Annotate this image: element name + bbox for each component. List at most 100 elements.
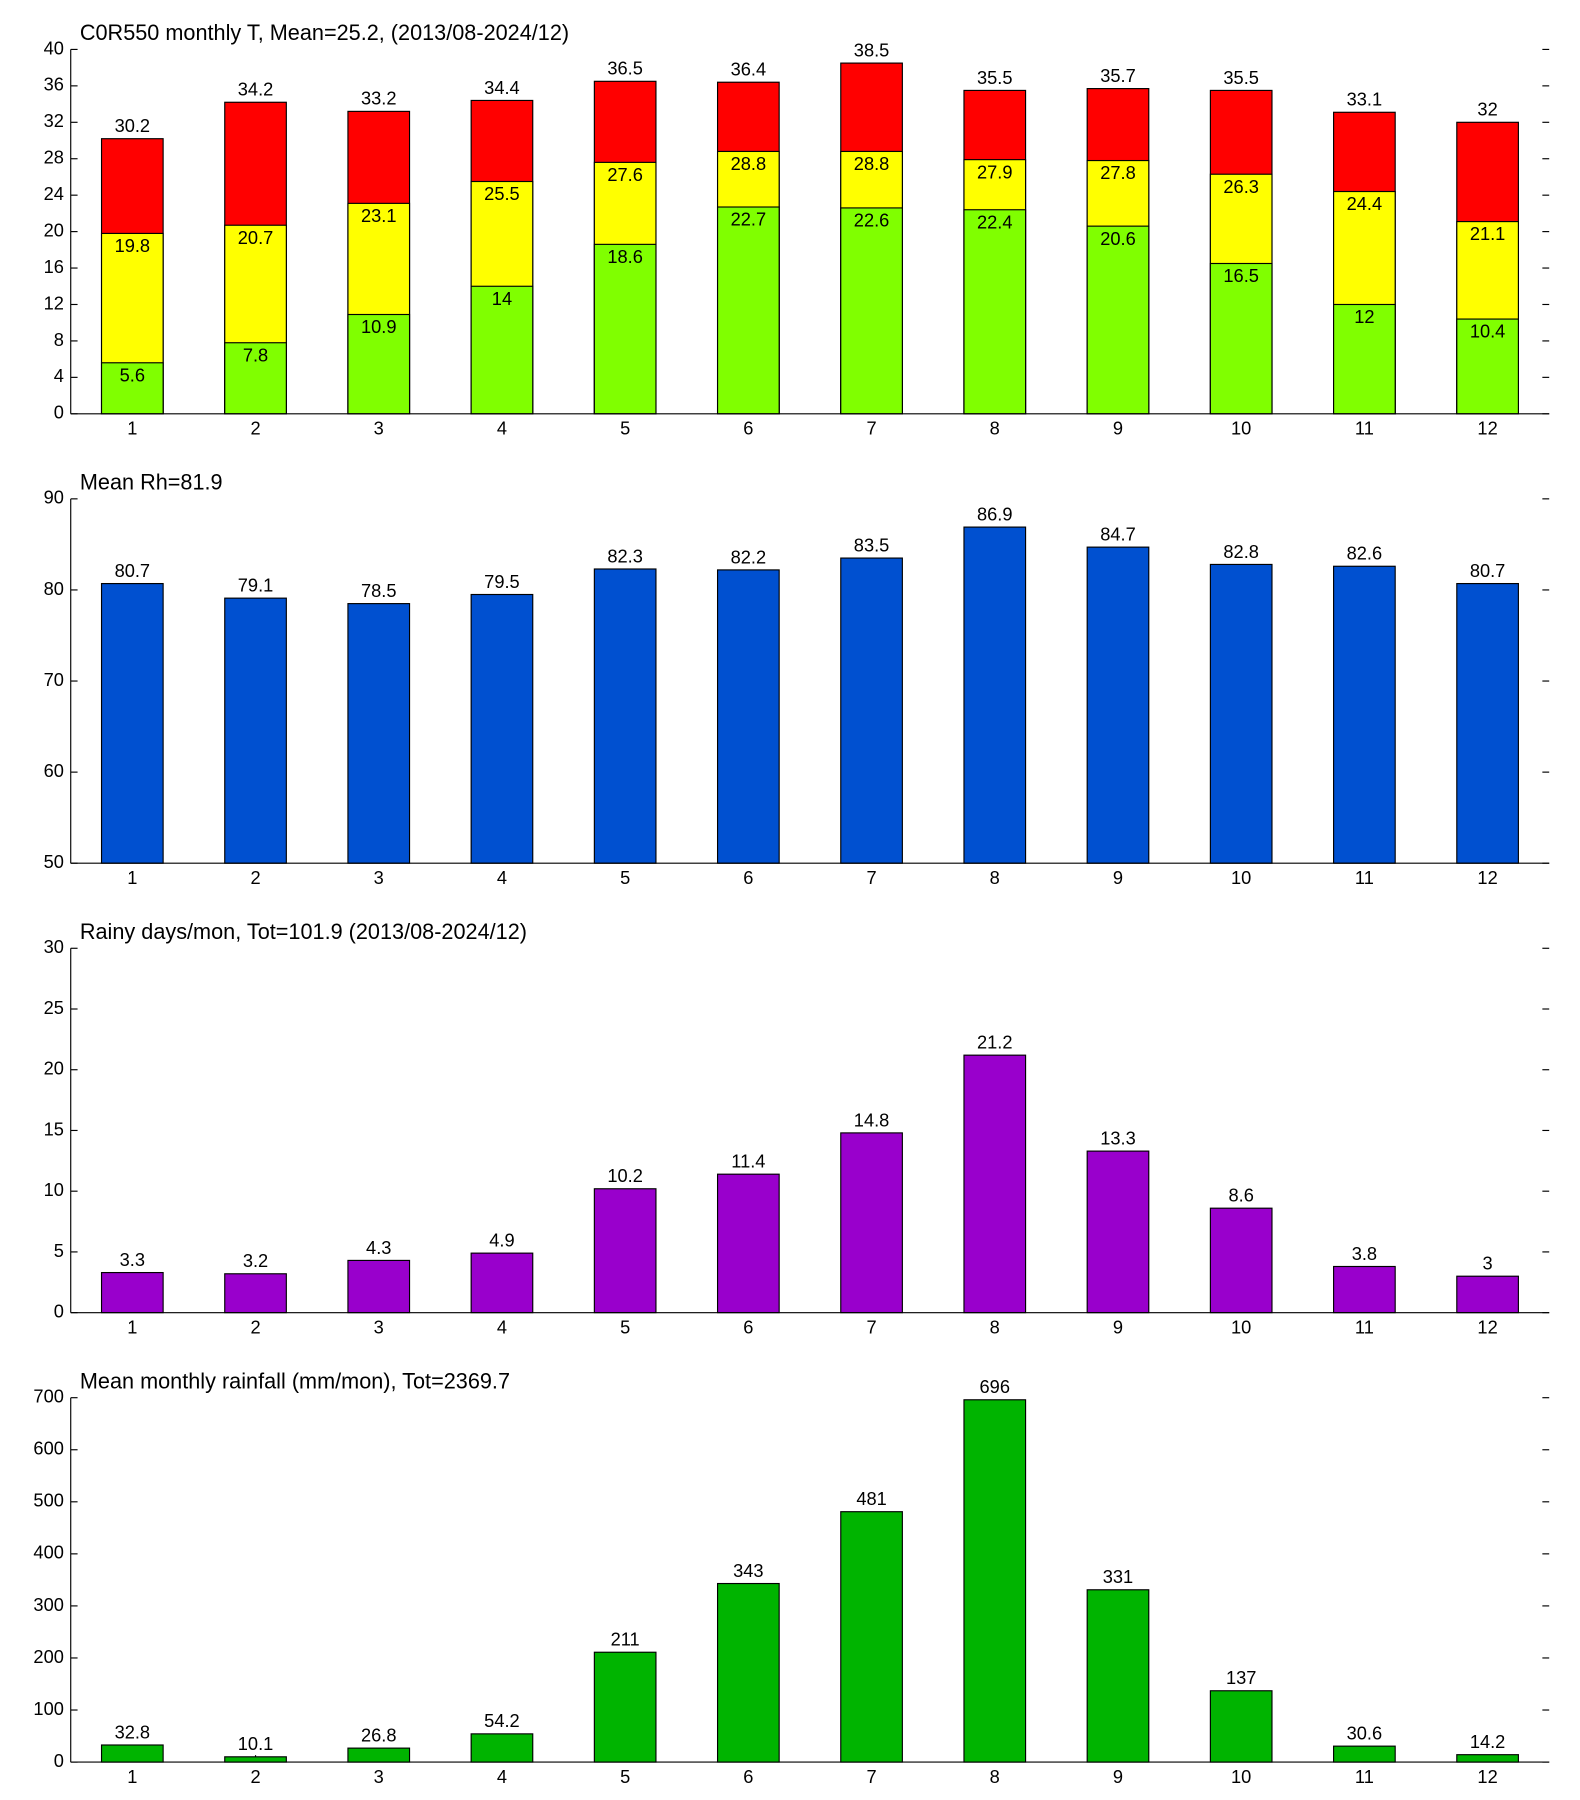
- bar: [1209, 563, 1273, 864]
- value-label: 33.1: [1347, 89, 1383, 110]
- y-tick-label: 300: [33, 1594, 63, 1615]
- value-label: 36.5: [607, 58, 643, 79]
- value-label: 27.8: [1100, 162, 1136, 183]
- bar: [593, 1651, 657, 1763]
- value-label: 5.6: [120, 364, 145, 385]
- bar: [347, 603, 411, 864]
- x-tick-label: 8: [990, 1317, 1000, 1338]
- y-tick-label: 600: [33, 1438, 63, 1459]
- chart-title: Rainy days/mon, Tot=101.9 (2013/08-2024/…: [80, 919, 527, 944]
- value-label: 32.8: [115, 1721, 151, 1742]
- x-tick-label: 4: [497, 1766, 507, 1787]
- bar: [840, 1511, 903, 1763]
- value-label: 3: [1483, 1253, 1493, 1274]
- y-tick-label: 700: [33, 1385, 63, 1406]
- bar: [840, 1132, 903, 1314]
- x-tick-label: 1: [127, 867, 137, 888]
- x-tick-label: 7: [866, 1317, 876, 1338]
- y-tick-label: 500: [33, 1490, 63, 1511]
- bar: [1333, 1265, 1396, 1314]
- value-label: 28.8: [731, 153, 767, 174]
- bar: [347, 1259, 411, 1314]
- x-tick-label: 9: [1113, 1766, 1123, 1787]
- y-tick-label: 28: [44, 147, 64, 168]
- x-tick-label: 4: [497, 867, 507, 888]
- value-label: 19.8: [115, 235, 151, 256]
- x-tick-label: 11: [1355, 867, 1374, 888]
- x-tick-label: 12: [1477, 418, 1497, 439]
- bar: [1086, 546, 1150, 864]
- value-label: 331: [1103, 1566, 1133, 1587]
- y-tick-label: 0: [54, 1300, 64, 1321]
- y-tick-label: 36: [44, 74, 64, 95]
- value-label: 16.5: [1223, 265, 1259, 286]
- x-tick-label: 10: [1231, 867, 1251, 888]
- x-tick-label: 6: [743, 1317, 753, 1338]
- x-tick-label: 5: [620, 867, 630, 888]
- value-label: 26.3: [1223, 176, 1259, 197]
- x-tick-label: 3: [374, 1317, 384, 1338]
- x-tick-label: 9: [1113, 1317, 1123, 1338]
- value-label: 79.5: [484, 571, 520, 592]
- x-tick-label: 11: [1355, 1766, 1374, 1787]
- y-tick-label: 70: [44, 669, 64, 690]
- y-tick-label: 24: [44, 183, 64, 204]
- x-tick-label: 10: [1231, 1317, 1251, 1338]
- y-tick-label: 400: [33, 1542, 63, 1563]
- bar: [1333, 1745, 1396, 1763]
- value-label: 3.8: [1352, 1243, 1377, 1264]
- value-label: 54.2: [484, 1710, 520, 1731]
- value-label: 20.7: [238, 227, 274, 248]
- y-tick-label: 8: [54, 329, 64, 350]
- value-label: 21.1: [1470, 223, 1506, 244]
- y-tick-label: 20: [44, 1058, 64, 1079]
- bar: [470, 593, 534, 864]
- value-label: 23.1: [361, 205, 397, 226]
- bar: [470, 1252, 534, 1314]
- bar: [716, 569, 780, 864]
- bar: [1086, 1150, 1150, 1314]
- bar: [224, 342, 287, 415]
- value-label: 26.8: [361, 1724, 397, 1745]
- bar: [1086, 225, 1150, 415]
- bar: [840, 207, 903, 415]
- value-label: 84.7: [1100, 523, 1136, 544]
- value-label: 18.6: [607, 246, 643, 267]
- bar: [347, 1747, 411, 1763]
- value-label: 22.6: [854, 210, 890, 231]
- bar: [224, 1756, 287, 1763]
- value-label: 28.8: [854, 153, 890, 174]
- y-tick-label: 200: [33, 1646, 63, 1667]
- bar: [1456, 1754, 1519, 1763]
- value-label: 24.4: [1347, 193, 1383, 214]
- y-tick-label: 12: [44, 292, 64, 313]
- y-tick-label: 40: [44, 37, 64, 58]
- y-tick-label: 0: [54, 1750, 64, 1771]
- bar: [593, 1188, 657, 1314]
- bar: [224, 597, 287, 864]
- value-label: 34.4: [484, 77, 520, 98]
- x-tick-label: 5: [620, 1766, 630, 1787]
- x-tick-label: 10: [1231, 418, 1251, 439]
- bar: [100, 1744, 164, 1763]
- x-tick-label: 8: [990, 867, 1000, 888]
- y-tick-label: 20: [44, 219, 64, 240]
- value-label: 33.2: [361, 88, 397, 109]
- value-label: 35.7: [1100, 65, 1136, 86]
- value-label: 80.7: [1470, 560, 1506, 581]
- bar: [1456, 1275, 1519, 1314]
- value-label: 3.2: [243, 1250, 268, 1271]
- x-tick-label: 10: [1231, 1766, 1251, 1787]
- chart-title: C0R550 monthly T, Mean=25.2, (2013/08-20…: [80, 20, 569, 45]
- y-tick-label: 16: [44, 256, 64, 277]
- value-label: 343: [733, 1560, 763, 1581]
- x-tick-label: 6: [743, 1766, 753, 1787]
- value-label: 83.5: [854, 534, 890, 555]
- value-label: 78.5: [361, 580, 397, 601]
- bar: [470, 1733, 534, 1763]
- chart-title: Mean monthly rainfall (mm/mon), Tot=2369…: [80, 1368, 510, 1393]
- x-tick-label: 7: [866, 1766, 876, 1787]
- x-tick-label: 4: [497, 1317, 507, 1338]
- value-label: 30.2: [115, 115, 151, 136]
